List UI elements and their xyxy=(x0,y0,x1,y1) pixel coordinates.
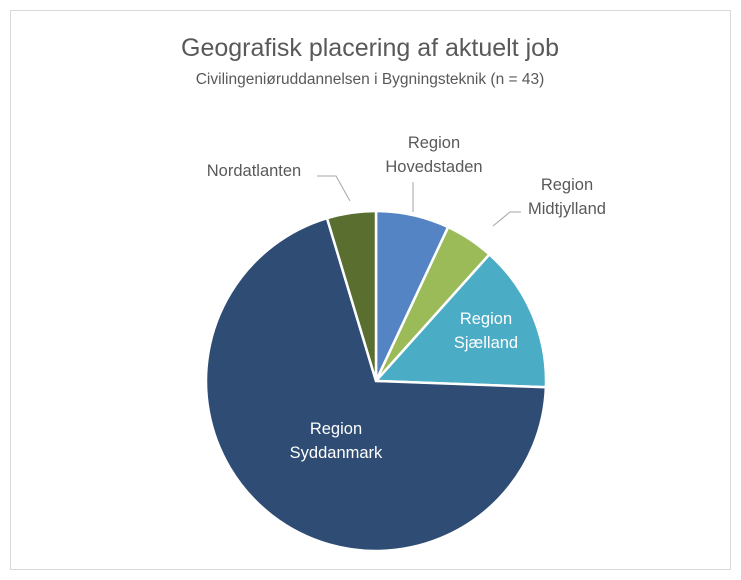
pie-slice xyxy=(204,216,548,553)
chart-subtitle: Civilingeniøruddannelsen i Bygningstekni… xyxy=(196,71,545,88)
slice-label: Region Hovedstaden xyxy=(385,134,482,176)
labels: Region Hovedstaden Region Midtjylland Region… xyxy=(207,134,606,462)
pie-slice xyxy=(325,209,378,382)
chart-title: Geografisk placering af aktuelt job xyxy=(181,34,559,62)
slice-label: Region Sjælland xyxy=(454,310,518,352)
leader-line xyxy=(317,175,351,202)
slice-label: Region Syddanmark xyxy=(290,420,383,462)
pie-slice xyxy=(373,252,548,389)
leader-line xyxy=(492,211,521,227)
slices xyxy=(204,209,548,553)
slice-label: Nordatlanten xyxy=(207,162,301,180)
slice-label: Region Midtjylland xyxy=(528,176,606,218)
leader-lines xyxy=(317,175,521,227)
